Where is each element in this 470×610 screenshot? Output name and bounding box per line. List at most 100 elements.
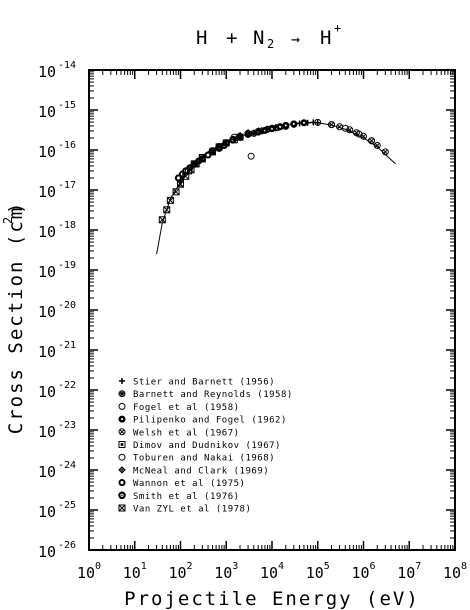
x-tick-exponent: 7 [415,561,421,572]
chart-title: H + N 2 → H + [196,21,341,51]
title-rhs-superscript: + [334,21,341,35]
legend-label: Barnett and Reynolds (1958) [133,390,293,400]
legend-label: Stier and Barnett (1956) [133,378,275,388]
y-tick-label: 10 [38,543,56,561]
legend-label: Welsh et al (1967) [133,428,240,438]
data-point [236,133,244,141]
data-point [314,119,321,126]
legend-marker [118,453,126,461]
legend-label: Fogel et al (1958) [133,403,240,413]
legend-marker [118,479,126,487]
x-tick-exponent: 1 [141,561,147,572]
y-tick-exponent: -22 [58,380,76,391]
data-point [166,196,174,204]
data-points [158,118,389,224]
legend-marker [118,402,126,410]
data-point [172,188,180,196]
legend-label: Wannon et al (1975) [133,479,245,489]
x-tick-label: 10 [169,564,187,582]
data-point [254,127,262,135]
title-rhs: H [320,27,331,49]
data-point [271,124,280,132]
data-point [300,119,308,127]
data-point [215,143,223,151]
data-point [341,124,349,132]
legend-label: Van ZYL et al (1978) [133,505,251,515]
data-point [187,166,195,174]
title-lhs: H [196,27,207,49]
x-tick-exponent: 4 [278,561,284,572]
data-point [290,120,298,128]
data-point [177,180,184,188]
x-axis-ticks [88,70,456,550]
x-tick-exponent: 6 [370,561,376,572]
x-tick-exponent: 3 [232,561,238,572]
y-axis-ticks [89,69,455,551]
data-point [208,147,217,155]
data-point [198,155,206,163]
y-tick-label: 10 [38,63,56,81]
legend-label: Dimov and Dudnikov (1967) [133,441,281,451]
data-point [182,172,190,180]
legend: Stier and Barnett (1956) Barnett and Reyn… [118,378,293,515]
y-tick-exponent: -26 [58,540,76,551]
y-axis-tick-labels: 10-1410-1510-1610-1710-1810-1910-2010-21… [38,60,76,561]
legend-label: Pilipenko and Fogel (1962) [133,416,287,426]
x-tick-label: 10 [306,564,324,582]
legend-marker [118,441,126,448]
y-tick-label: 10 [38,103,56,121]
x-tick-label: 10 [214,564,232,582]
data-point [373,141,381,149]
y-tick-exponent: -18 [58,220,76,231]
y-tick-label: 10 [38,303,56,321]
legend-label: Toburen and Nakai (1968) [133,454,275,464]
data-point [229,135,237,144]
data-point [355,130,363,138]
legend-marker [119,378,125,384]
y-tick-exponent: -25 [58,500,76,511]
plot-frame [88,69,456,551]
y-tick-exponent: -19 [58,260,76,271]
y-tick-label: 10 [38,383,56,401]
y-tick-exponent: -24 [58,460,76,471]
y-tick-exponent: -23 [58,420,76,431]
y-tick-label: 10 [38,263,56,281]
fit-curve-line [156,121,396,255]
x-tick-exponent: 5 [324,561,330,572]
y-tick-exponent: -20 [58,300,76,311]
data-point [381,148,389,156]
y-tick-exponent: -17 [58,180,76,191]
x-tick-label: 10 [443,564,461,582]
y-axis-title: Cross Section (cm 2 ) [1,201,27,435]
data-point [174,174,182,182]
legend-label: Smith et al (1976) [133,492,240,502]
data-point [163,206,171,214]
x-tick-exponent: 0 [95,561,101,572]
data-point [282,121,290,129]
legend-marker [118,491,126,500]
y-axis-title-text: Cross Section (cm [5,206,27,434]
legend-marker [118,390,126,398]
x-tick-label: 10 [123,564,141,582]
y-tick-label: 10 [38,343,56,361]
x-axis-tick-labels: 10 0 10 1 10 2 10 3 10 4 10 5 10 6 10 7 10 8 [77,561,467,582]
x-tick-exponent: 8 [461,561,467,572]
x-tick-label: 10 [260,564,278,582]
legend-marker [118,415,126,423]
title-plus: + [226,27,237,49]
data-point [368,137,376,145]
y-tick-label: 10 [38,143,56,161]
y-tick-exponent: -15 [58,100,76,111]
x-tick-label: 10 [77,564,95,582]
y-tick-exponent: -14 [58,60,76,71]
y-tick-label: 10 [38,503,56,521]
y-axis-title-close: ) [5,201,27,214]
data-point [158,216,166,224]
data-point [192,160,200,168]
data-point [314,118,322,126]
y-tick-label: 10 [38,423,56,441]
legend-marker [118,428,126,436]
x-tick-exponent: 2 [187,561,193,572]
x-tick-label: 10 [397,564,415,582]
